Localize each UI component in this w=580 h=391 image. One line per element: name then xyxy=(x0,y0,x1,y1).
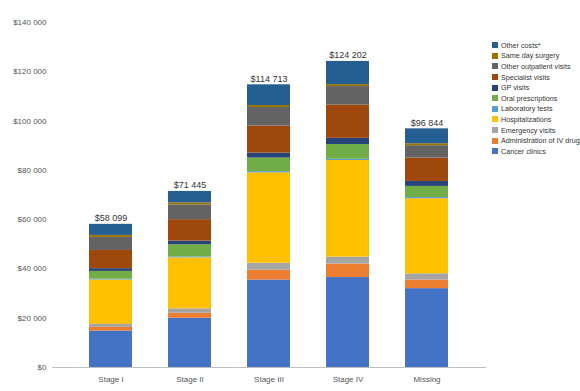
html-text:Hospitalizations: Hospitalizations xyxy=(501,115,552,124)
svg-text:$96 844: $96 844 xyxy=(411,118,444,128)
svg-text:$114 713: $114 713 xyxy=(251,74,288,84)
html-text:Emergency visits: Emergency visits xyxy=(501,125,556,135)
svg-text:$124 202: $124 202 xyxy=(329,50,367,60)
html-text:Same day surgery: Same day surgery xyxy=(501,51,560,61)
html-text:GP visits: GP visits xyxy=(501,83,530,93)
svg-text:$80 000: $80 000 xyxy=(18,166,47,175)
svg-text:$71 445: $71 445 xyxy=(174,180,207,190)
svg-text:$60 000: $60 000 xyxy=(18,215,47,224)
html-text:Specialist visits: Specialist visits xyxy=(501,72,550,82)
svg-text:$40 000: $40 000 xyxy=(18,264,47,273)
svg-text:Stage II: Stage II xyxy=(176,375,204,384)
html-text:Cancer clinics: Cancer clinics xyxy=(501,146,546,156)
svg-text:$100 000: $100 000 xyxy=(13,117,47,126)
svg-text:$120 000: $120 000 xyxy=(13,67,47,76)
html-text:Laboratory tests: Laboratory tests xyxy=(501,104,553,114)
svg-text:$140 000: $140 000 xyxy=(13,18,47,27)
html-text:Other costs*: Other costs* xyxy=(501,40,541,50)
svg-text:$0: $0 xyxy=(38,363,47,372)
svg-text:$58 099: $58 099 xyxy=(95,213,128,223)
html-text:Other outpatient visits: Other outpatient visits xyxy=(501,62,571,71)
svg-text:Stage IV: Stage IV xyxy=(333,375,364,384)
svg-text:$20 000: $20 000 xyxy=(18,314,47,323)
svg-text:Missing: Missing xyxy=(413,375,440,384)
svg-text:Stage I: Stage I xyxy=(98,375,123,384)
html-text:Oral prescriptions: Oral prescriptions xyxy=(501,93,558,103)
svg-text:Stage III: Stage III xyxy=(254,375,284,384)
